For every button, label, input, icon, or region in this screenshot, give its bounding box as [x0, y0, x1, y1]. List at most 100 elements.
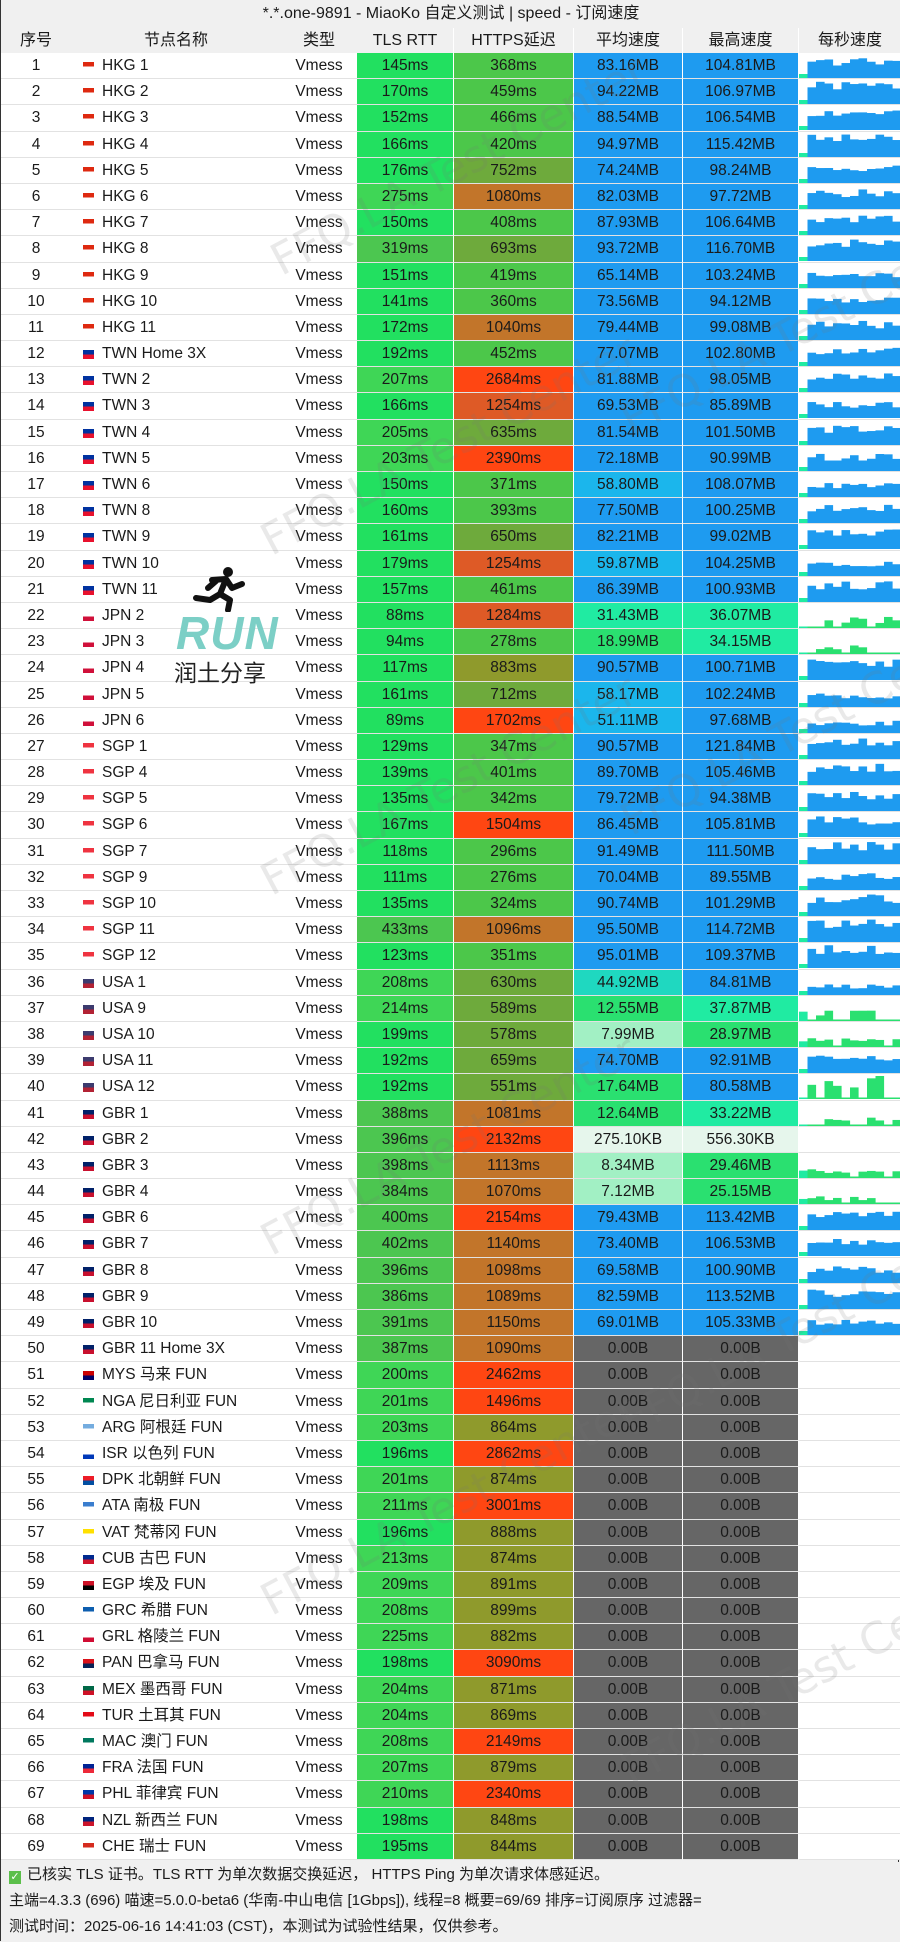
node-name-text: TWN 11	[102, 580, 158, 598]
table-row[interactable]: 1 HKG 1 Vmess 145ms 368ms 83.16MB 104.81MB	[1, 53, 900, 80]
cell-tls-rtt: 201ms	[357, 1467, 454, 1494]
table-row[interactable]: 15 TWN 4 Vmess 205ms 635ms 81.54MB 101.50MB	[1, 419, 900, 446]
flag-icon	[83, 638, 94, 648]
cell-https-latency: 461ms	[454, 576, 574, 603]
sparkline-bar	[867, 1170, 876, 1178]
cell-per-second-sparkline	[799, 79, 900, 106]
sparkline-bar	[867, 1267, 876, 1283]
sparkline-bar	[884, 725, 893, 733]
cell-tls-rtt: 160ms	[357, 498, 454, 525]
table-row[interactable]: 54 ISR 以色列 FUN Vmess 196ms 2862ms 0.00B 0.00B	[1, 1440, 900, 1468]
table-row[interactable]: 26 JPN 6 Vmess 89ms 1702ms 51.11MB 97.68MB	[1, 707, 900, 734]
table-row[interactable]: 44 GBR 4 Vmess 384ms 1070ms 7.12MB 25.15MB	[1, 1179, 900, 1206]
node-name-text: HKG 6	[102, 187, 149, 205]
table-row[interactable]: 57 VAT 梵蒂冈 FUN Vmess 196ms 888ms 0.00B 0.00B	[1, 1519, 900, 1546]
sparkline-bar	[850, 222, 859, 236]
cell-seq: 33	[1, 891, 71, 918]
table-row[interactable]: 67 PHL 菲律宾 FUN Vmess 210ms 2340ms 0.00B 0.00B	[1, 1781, 900, 1808]
sparkline-bar	[824, 432, 834, 445]
cell-seq: 8	[1, 236, 71, 263]
table-row[interactable]: 48 GBR 9 Vmess 386ms 1089ms 82.59MB 113.52MB	[1, 1283, 900, 1310]
table-row[interactable]: 24 JPN 4 Vmess 117ms 883ms 90.57MB 100.71MB	[1, 655, 900, 682]
table-row[interactable]: 5 HKG 5 Vmess 176ms 752ms 74.24MB 98.24MB	[1, 157, 900, 184]
cell-node-name: ATA 南极 FUN	[71, 1493, 357, 1520]
table-row[interactable]: 68 NZL 新西兰 FUN Vmess 198ms 848ms 0.00B 0.00B	[1, 1807, 900, 1834]
cell-per-second-sparkline	[799, 760, 900, 787]
table-row[interactable]: 64 TUR 土耳其 FUN Vmess 204ms 869ms 0.00B 0.00B	[1, 1702, 900, 1729]
table-row[interactable]: 18 TWN 8 Vmess 160ms 393ms 77.50MB 100.25MB	[1, 498, 900, 525]
table-row[interactable]: 12 TWN Home 3X Vmess 192ms 452ms 77.07MB 102.8…	[1, 341, 900, 368]
table-row[interactable]: 62 PAN 巴拿马 FUN Vmess 198ms 3090ms 0.00B 0.00B	[1, 1650, 900, 1677]
table-row[interactable]: 45 GBR 6 Vmess 400ms 2154ms 79.43MB 113.42MB	[1, 1205, 900, 1232]
table-row[interactable]: 31 SGP 7 Vmess 118ms 296ms 91.49MB 111.50MB	[1, 838, 900, 865]
table-row[interactable]: 65 MAC 澳门 FUN Vmess 208ms 2149ms 0.00B 0.00B	[1, 1729, 900, 1756]
table-row[interactable]: 42 GBR 2 Vmess 396ms 2132ms 275.10KB 556.30KB	[1, 1126, 900, 1153]
node-name-text: HKG 5	[102, 161, 149, 179]
cell-max-speed: 36.07MB	[683, 602, 799, 630]
table-row[interactable]: 36 USA 1 Vmess 208ms 630ms 44.92MB 84.81MB	[1, 969, 900, 996]
table-row[interactable]: 34 SGP 11 Vmess 433ms 1096ms 95.50MB 114.72MB	[1, 917, 900, 944]
table-row[interactable]: 63 MEX 墨西哥 FUN Vmess 204ms 871ms 0.00B 0.00B	[1, 1676, 900, 1703]
table-row[interactable]: 61 GRL 格陵兰 FUN Vmess 225ms 882ms 0.00B 0.00B	[1, 1624, 900, 1651]
sparkline-bar	[850, 1241, 859, 1257]
table-row[interactable]: 22 JPN 2 Vmess 88ms 1284ms 31.43MB 36.07MB	[1, 602, 900, 630]
table-row[interactable]: 47 GBR 8 Vmess 396ms 1098ms 69.58MB 100.90MB	[1, 1257, 900, 1284]
table-row[interactable]: 49 GBR 10 Vmess 391ms 1150ms 69.01MB 105.33MB	[1, 1310, 900, 1337]
table-row[interactable]: 35 SGP 12 Vmess 123ms 351ms 95.01MB 109.37MB	[1, 943, 900, 970]
table-row[interactable]: 50 GBR 11 Home 3X Vmess 387ms 1090ms 0.00B 0.0…	[1, 1336, 900, 1363]
table-row[interactable]: 28 SGP 4 Vmess 139ms 401ms 89.70MB 105.46MB	[1, 760, 900, 787]
table-row[interactable]: 20 TWN 10 Vmess 179ms 1254ms 59.87MB 104.25MB	[1, 550, 900, 577]
speed-sparkline	[799, 894, 900, 916]
table-row[interactable]: 14 TWN 3 Vmess 166ms 1254ms 69.53MB 85.89MB	[1, 393, 900, 420]
table-row[interactable]: 17 TWN 6 Vmess 150ms 371ms 58.80MB 108.07MB	[1, 472, 900, 499]
table-row[interactable]: 66 FRA 法国 FUN Vmess 207ms 879ms 0.00B 0.00B	[1, 1755, 900, 1782]
table-row[interactable]: 37 USA 9 Vmess 214ms 589ms 12.55MB 37.87MB	[1, 995, 900, 1022]
cell-node-name: PHL 菲律宾 FUN	[71, 1781, 357, 1808]
table-row[interactable]: 23 JPN 3 Vmess 94ms 278ms 18.99MB 34.15MB	[1, 629, 900, 656]
table-row[interactable]: 52 NGA 尼日利亚 FUN Vmess 201ms 1496ms 0.00B 0.00B	[1, 1388, 900, 1415]
table-row[interactable]: 38 USA 10 Vmess 199ms 578ms 7.99MB 28.97MB	[1, 1021, 900, 1049]
table-row[interactable]: 13 TWN 2 Vmess 207ms 2684ms 81.88MB 98.05MB	[1, 367, 900, 394]
table-row[interactable]: 58 CUB 古巴 FUN Vmess 213ms 874ms 0.00B 0.00B	[1, 1545, 900, 1572]
table-row[interactable]: 43 GBR 3 Vmess 398ms 1113ms 8.34MB 29.46MB	[1, 1152, 900, 1180]
table-row[interactable]: 69 CHE 瑞士 FUN Vmess 195ms 844ms 0.00B 0.00B	[1, 1833, 900, 1860]
table-row[interactable]: 27 SGP 1 Vmess 129ms 347ms 90.57MB 121.84MB	[1, 733, 900, 761]
table-row[interactable]: 55 DPK 北朝鲜 FUN Vmess 201ms 874ms 0.00B 0.00B	[1, 1467, 900, 1494]
table-row[interactable]: 25 JPN 5 Vmess 161ms 712ms 58.17MB 102.24MB	[1, 681, 900, 708]
table-row[interactable]: 39 USA 11 Vmess 192ms 659ms 74.70MB 92.91MB	[1, 1048, 900, 1075]
table-row[interactable]: 6 HKG 6 Vmess 275ms 1080ms 82.03MB 97.72MB	[1, 183, 900, 211]
cell-https-latency: 408ms	[454, 210, 574, 237]
table-row[interactable]: 8 HKG 8 Vmess 319ms 693ms 93.72MB 116.70MB	[1, 236, 900, 263]
table-row[interactable]: 16 TWN 5 Vmess 203ms 2390ms 72.18MB 90.99MB	[1, 445, 900, 472]
table-row[interactable]: 29 SGP 5 Vmess 135ms 342ms 79.72MB 94.38MB	[1, 786, 900, 813]
table-row[interactable]: 7 HKG 7 Vmess 150ms 408ms 87.93MB 106.64MB	[1, 210, 900, 237]
table-row[interactable]: 10 HKG 10 Vmess 141ms 360ms 73.56MB 94.12MB	[1, 288, 900, 315]
table-row[interactable]: 60 GRC 希腊 FUN Vmess 208ms 899ms 0.00B 0.00B	[1, 1598, 900, 1625]
table-row[interactable]: 30 SGP 6 Vmess 167ms 1504ms 86.45MB 105.81MB	[1, 812, 900, 839]
table-row[interactable]: 51 MYS 马来 FUN Vmess 200ms 2462ms 0.00B 0.00B	[1, 1362, 900, 1389]
table-row[interactable]: 33 SGP 10 Vmess 135ms 324ms 90.74MB 101.29MB	[1, 891, 900, 918]
table-row[interactable]: 4 HKG 4 Vmess 166ms 420ms 94.97MB 115.42MB	[1, 131, 900, 158]
table-row[interactable]: 59 EGP 埃及 FUN Vmess 209ms 891ms 0.00B 0.00B	[1, 1571, 900, 1599]
table-row[interactable]: 40 USA 12 Vmess 192ms 551ms 17.64MB 80.58MB	[1, 1074, 900, 1101]
sparkline-bar	[867, 406, 876, 419]
sparkline-bar	[816, 1217, 825, 1231]
table-row[interactable]: 3 HKG 3 Vmess 152ms 466ms 88.54MB 106.54MB	[1, 105, 900, 132]
cell-node-name: MEX 墨西哥 FUN	[71, 1677, 357, 1703]
table-row[interactable]: 21 TWN 11 Vmess 157ms 461ms 86.39MB 100.93MB	[1, 576, 900, 603]
table-row[interactable]: 11 HKG 11 Vmess 172ms 1040ms 79.44MB 99.08MB	[1, 314, 900, 342]
sparkline-bar	[850, 1269, 859, 1283]
sparkline-bar	[799, 728, 808, 733]
table-row[interactable]: 19 TWN 9 Vmess 161ms 650ms 82.21MB 99.02MB	[1, 524, 900, 551]
sparkline-bar	[884, 823, 893, 838]
cell-avg-speed: 0.00B	[574, 1414, 683, 1441]
table-row[interactable]: 32 SGP 9 Vmess 111ms 276ms 70.04MB 89.55MB	[1, 864, 900, 891]
table-row[interactable]: 53 ARG 阿根廷 FUN Vmess 203ms 864ms 0.00B 0.00B	[1, 1414, 900, 1441]
table-row[interactable]: 46 GBR 7 Vmess 402ms 1140ms 73.40MB 106.53MB	[1, 1231, 900, 1258]
table-row[interactable]: 2 HKG 2 Vmess 170ms 459ms 94.22MB 106.97MB	[1, 79, 900, 106]
table-row[interactable]: 41 GBR 1 Vmess 388ms 1081ms 12.64MB 33.22MB	[1, 1100, 900, 1127]
sparkline-bar	[799, 676, 808, 681]
cell-tls-rtt: 192ms	[357, 1048, 454, 1075]
table-row[interactable]: 9 HKG 9 Vmess 151ms 419ms 65.14MB 103.24MB	[1, 262, 900, 289]
table-row[interactable]: 56 ATA 南极 FUN Vmess 211ms 3001ms 0.00B 0.00B	[1, 1493, 900, 1520]
